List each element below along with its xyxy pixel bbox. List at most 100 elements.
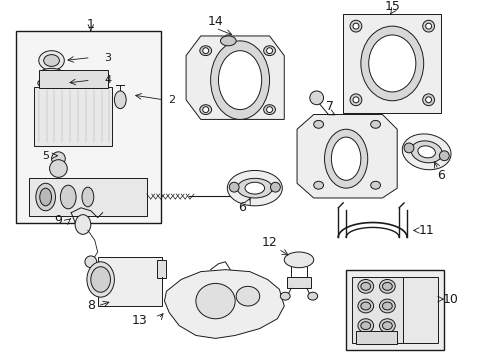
- Ellipse shape: [229, 182, 239, 192]
- Ellipse shape: [352, 23, 358, 29]
- Bar: [351, 276, 402, 343]
- Bar: [34, 87, 112, 146]
- Ellipse shape: [280, 292, 289, 300]
- Text: 6: 6: [238, 201, 245, 214]
- Polygon shape: [296, 114, 396, 198]
- Ellipse shape: [422, 94, 434, 106]
- Ellipse shape: [203, 107, 208, 113]
- Bar: [355, 330, 396, 344]
- Bar: [346, 270, 444, 350]
- Text: 1: 1: [87, 18, 95, 31]
- Ellipse shape: [349, 20, 361, 32]
- Ellipse shape: [42, 79, 60, 87]
- Text: 6: 6: [437, 169, 445, 182]
- Ellipse shape: [39, 51, 64, 70]
- Ellipse shape: [236, 286, 259, 306]
- Text: 10: 10: [441, 293, 457, 306]
- Ellipse shape: [352, 97, 358, 103]
- Ellipse shape: [200, 46, 211, 55]
- Ellipse shape: [410, 141, 441, 163]
- Ellipse shape: [85, 256, 97, 268]
- Ellipse shape: [49, 160, 67, 177]
- Ellipse shape: [417, 146, 434, 158]
- Ellipse shape: [227, 171, 282, 206]
- Ellipse shape: [349, 94, 361, 106]
- Ellipse shape: [309, 91, 323, 105]
- Text: 9: 9: [54, 214, 62, 227]
- Bar: [286, 276, 310, 288]
- Ellipse shape: [379, 299, 394, 313]
- Ellipse shape: [331, 137, 360, 180]
- Ellipse shape: [220, 36, 236, 46]
- Ellipse shape: [43, 55, 59, 66]
- Ellipse shape: [370, 181, 380, 189]
- Ellipse shape: [307, 292, 317, 300]
- Bar: [98, 257, 161, 306]
- Text: 12: 12: [261, 236, 277, 249]
- Ellipse shape: [382, 302, 391, 310]
- Ellipse shape: [218, 51, 261, 109]
- Ellipse shape: [357, 279, 373, 293]
- Ellipse shape: [203, 48, 208, 54]
- Ellipse shape: [360, 302, 370, 310]
- Text: 2: 2: [167, 95, 175, 105]
- Text: 4: 4: [104, 75, 111, 85]
- Ellipse shape: [263, 46, 275, 55]
- Ellipse shape: [357, 319, 373, 333]
- Bar: [29, 178, 146, 216]
- Ellipse shape: [210, 41, 269, 120]
- Ellipse shape: [284, 252, 313, 268]
- Ellipse shape: [425, 97, 431, 103]
- Bar: [39, 70, 107, 88]
- Ellipse shape: [263, 105, 275, 114]
- Text: 13: 13: [132, 314, 147, 327]
- Ellipse shape: [266, 48, 272, 54]
- Ellipse shape: [370, 120, 380, 128]
- Ellipse shape: [270, 182, 280, 192]
- Ellipse shape: [313, 181, 323, 189]
- Text: 5: 5: [42, 151, 49, 161]
- Ellipse shape: [422, 20, 434, 32]
- Text: 15: 15: [384, 0, 399, 13]
- Ellipse shape: [382, 283, 391, 290]
- Ellipse shape: [403, 143, 413, 153]
- Text: 7: 7: [326, 100, 334, 113]
- Text: 14: 14: [207, 15, 223, 28]
- Bar: [156, 260, 166, 278]
- Ellipse shape: [266, 107, 272, 113]
- Ellipse shape: [114, 91, 126, 109]
- Text: 3: 3: [104, 53, 111, 63]
- Ellipse shape: [36, 183, 55, 211]
- Ellipse shape: [402, 134, 450, 170]
- Ellipse shape: [40, 188, 51, 206]
- Ellipse shape: [360, 26, 423, 101]
- Text: 11: 11: [418, 224, 434, 237]
- Ellipse shape: [75, 215, 91, 234]
- Bar: [402, 276, 438, 343]
- Ellipse shape: [196, 283, 235, 319]
- Ellipse shape: [40, 68, 63, 78]
- Ellipse shape: [91, 267, 110, 292]
- Polygon shape: [186, 36, 284, 120]
- Ellipse shape: [360, 283, 370, 290]
- Ellipse shape: [82, 187, 94, 207]
- Ellipse shape: [379, 279, 394, 293]
- Ellipse shape: [51, 152, 65, 166]
- Ellipse shape: [439, 151, 448, 161]
- Ellipse shape: [357, 299, 373, 313]
- Ellipse shape: [425, 23, 431, 29]
- Ellipse shape: [368, 35, 415, 92]
- Bar: [16, 31, 160, 222]
- Ellipse shape: [237, 178, 272, 198]
- Ellipse shape: [60, 185, 76, 209]
- Ellipse shape: [244, 182, 264, 194]
- Bar: [343, 14, 441, 113]
- Ellipse shape: [360, 322, 370, 329]
- Ellipse shape: [379, 319, 394, 333]
- Ellipse shape: [313, 120, 323, 128]
- Ellipse shape: [38, 77, 65, 89]
- Polygon shape: [164, 270, 284, 338]
- Text: 8: 8: [87, 300, 95, 312]
- Ellipse shape: [200, 105, 211, 114]
- Ellipse shape: [382, 322, 391, 329]
